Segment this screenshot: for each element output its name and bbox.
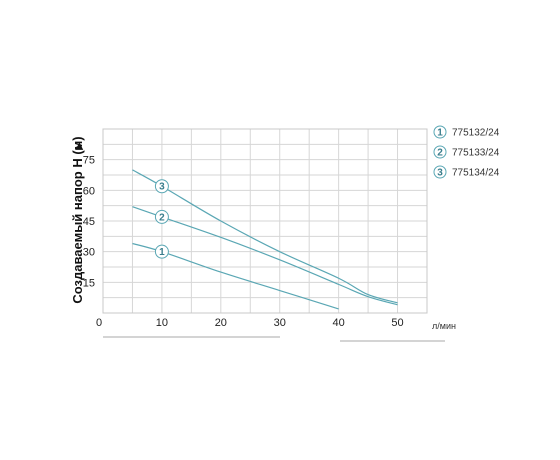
y-tick-label: 15	[83, 277, 95, 289]
y-tick-label: 30	[83, 247, 95, 259]
x-tick-labels: 0 10 20 30 40 50	[96, 317, 404, 329]
x-tick-label: 50	[391, 317, 403, 329]
y-tick-label: 45	[83, 216, 95, 228]
series-marker-label: 2	[159, 212, 165, 223]
x-tick-label: 30	[274, 317, 286, 329]
series-marker-3	[154, 179, 169, 194]
y-axis-label: Создаваемый напор H (м)	[70, 136, 85, 303]
legend: 1 775132/24 2 775133/24 3 775134/24	[433, 125, 500, 179]
x-tick-label: 10	[156, 317, 168, 329]
series-marker-1	[154, 244, 169, 259]
y-axis-arrow-icon: ▶	[74, 142, 85, 150]
x-tick-label: 20	[215, 317, 227, 329]
legend-entry-label: 775133/24	[452, 148, 500, 159]
legend-marker-1	[433, 125, 447, 139]
legend-marker-label: 1	[437, 128, 443, 139]
series-line-1	[132, 242, 339, 310]
series-marker-label: 1	[159, 247, 165, 258]
series-marker-label: 3	[159, 182, 165, 193]
series-markers: 1 2 3	[154, 179, 169, 259]
legend-marker-3	[433, 165, 447, 179]
y-tick-label: 60	[83, 185, 95, 197]
axes	[102, 128, 445, 342]
x-tick-label: 40	[333, 317, 345, 329]
plot-frame	[102, 128, 428, 314]
legend-marker-2	[433, 145, 447, 159]
y-tick-label: 75	[83, 155, 95, 167]
legend-marker-label: 3	[437, 168, 443, 179]
legend-marker-label: 2	[437, 148, 443, 159]
series-marker-2	[154, 209, 169, 224]
x-tick-label: 0	[96, 317, 102, 329]
legend-entry-label: 775134/24	[452, 168, 500, 179]
legend-entry-label: 775132/24	[452, 128, 500, 139]
x-axis-label: л/мин	[432, 321, 456, 331]
y-tick-labels: 15 30 45 60 75	[83, 155, 95, 290]
grid	[103, 129, 427, 313]
